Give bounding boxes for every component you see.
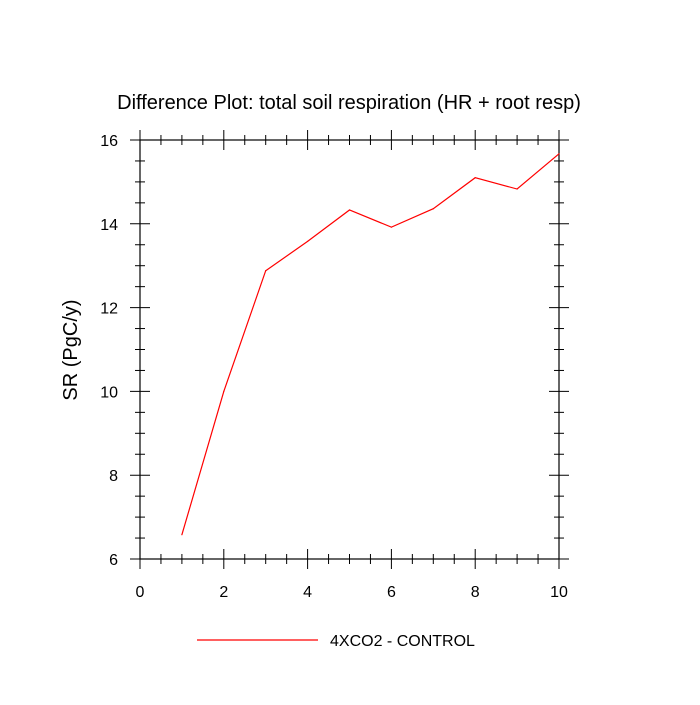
series-layer [181,153,560,536]
y-tick-label: 6 [109,552,118,569]
minor-ticks [135,135,564,564]
data-point [181,534,183,536]
data-point [558,153,560,155]
y-tick-label: 10 [100,384,118,401]
x-tick-label: 10 [550,584,568,601]
legend-label: 4XCO2 - CONTROL [330,633,475,650]
data-point [516,188,518,190]
data-point [348,209,351,211]
y-tick-label: 8 [109,468,118,485]
x-tick-labels: 0 2 4 6 8 10 [136,584,568,601]
data-point [474,177,476,179]
data-point [307,240,309,242]
chart-title: Difference Plot: total soil respiration … [117,92,581,114]
major-ticks [130,130,569,569]
data-point [265,270,267,272]
data-point [223,390,225,392]
data-point [432,208,434,210]
x-tick-label: 0 [136,584,145,601]
y-tick-labels: 6 8 10 12 14 16 [100,133,118,569]
y-axis-label: SR (PgC/y) [60,299,82,400]
y-tick-label: 16 [100,133,118,150]
x-tick-label: 4 [303,584,312,601]
x-tick-label: 6 [387,584,396,601]
series-line [181,153,560,535]
y-tick-label: 12 [100,301,118,318]
data-point [390,226,392,228]
legend: 4XCO2 - CONTROL [197,633,475,650]
plot-frame [139,139,560,560]
x-tick-label: 8 [471,584,480,601]
y-tick-label: 14 [100,217,118,234]
x-tick-label: 2 [219,584,228,601]
